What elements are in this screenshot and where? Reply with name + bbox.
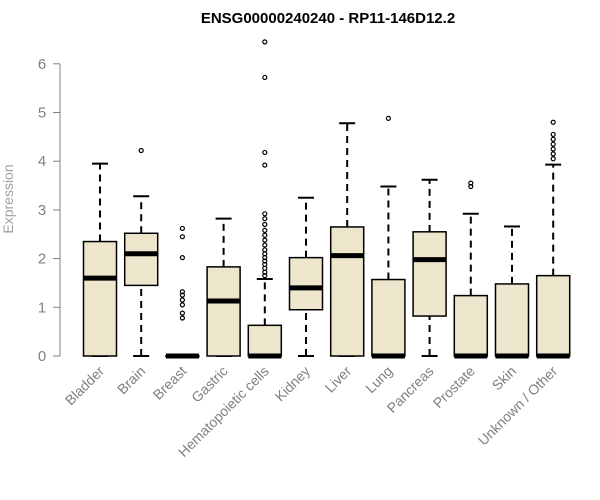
- outlier-point: [262, 221, 268, 228]
- outlier-point: [262, 237, 268, 243]
- outlier-point: [262, 216, 268, 222]
- y-tick-label: 6: [38, 56, 46, 73]
- outlier-point: [179, 310, 185, 316]
- outlier-point: [262, 242, 268, 248]
- outlier-point: [550, 119, 556, 125]
- box-brain: [123, 147, 159, 357]
- box-prostate: [453, 180, 489, 359]
- outlier-point: [262, 74, 268, 81]
- x-tick-label: Kidney: [272, 363, 314, 405]
- outlier-point: [468, 180, 474, 186]
- x-tick-label: Lung: [362, 363, 395, 396]
- outlier-point: [262, 162, 268, 168]
- outlier-point: [262, 232, 268, 238]
- box-iqr: [535, 274, 571, 357]
- outlier-point: [179, 225, 185, 232]
- x-tick-label: Bladder: [62, 363, 108, 409]
- box-iqr: [206, 266, 241, 357]
- outlier-point: [550, 146, 556, 152]
- box-iqr: [453, 294, 489, 357]
- box-pancreas: [412, 178, 447, 357]
- outlier-point: [179, 255, 185, 261]
- outlier-point: [262, 149, 268, 156]
- y-tick-label: 4: [38, 153, 46, 170]
- boxes-group: [82, 39, 571, 359]
- box-breast: [165, 225, 200, 359]
- y-tick-label: 5: [38, 105, 46, 122]
- box-iqr: [82, 240, 118, 357]
- x-tick-label: Prostate: [430, 363, 478, 411]
- outlier-point: [385, 115, 391, 121]
- chart-title: ENSG00000240240 - RP11-146D12.2: [201, 10, 455, 27]
- box-iqr: [371, 278, 406, 357]
- y-tick-label: 0: [38, 348, 46, 365]
- box-hematopoietic-cells: [247, 39, 283, 359]
- outlier-point: [262, 39, 268, 45]
- box-iqr: [123, 232, 159, 287]
- outlier-point: [550, 156, 556, 162]
- outlier-point: [550, 141, 556, 147]
- outlier-point: [262, 211, 268, 217]
- outlier-point: [179, 234, 185, 240]
- box-bladder: [82, 162, 118, 357]
- x-tick-label: Liver: [322, 363, 355, 396]
- box-liver: [329, 122, 365, 357]
- box-iqr: [288, 256, 324, 311]
- box-lung: [371, 115, 406, 359]
- box-iqr: [412, 231, 447, 317]
- outlier-point: [550, 151, 556, 157]
- y-tick-label: 3: [38, 202, 46, 219]
- box-skin: [494, 225, 530, 359]
- outlier-point: [138, 147, 144, 154]
- outlier-point: [550, 136, 556, 142]
- y-axis-label: Expression: [0, 164, 16, 233]
- outlier-point: [179, 289, 185, 295]
- box-iqr: [247, 324, 283, 357]
- x-tick-label: Breast: [150, 363, 190, 403]
- outlier-point: [179, 302, 185, 308]
- box-iqr: [329, 226, 365, 357]
- outlier-point: [262, 247, 268, 253]
- y-tick-label: 2: [38, 251, 46, 268]
- x-tick-label: Skin: [489, 363, 520, 394]
- outlier-point: [179, 315, 185, 321]
- box-iqr: [494, 283, 530, 357]
- outlier-point: [550, 131, 556, 138]
- box-gastric: [206, 217, 241, 357]
- box-kidney: [288, 196, 324, 357]
- outlier-point: [262, 227, 268, 233]
- x-tick-label: Brain: [114, 363, 148, 397]
- outlier-point: [179, 297, 185, 303]
- y-tick-label: 1: [38, 299, 46, 316]
- box-unknown-other: [535, 119, 571, 359]
- y-axis: 0 1 2 3 4 5 6: [38, 56, 61, 365]
